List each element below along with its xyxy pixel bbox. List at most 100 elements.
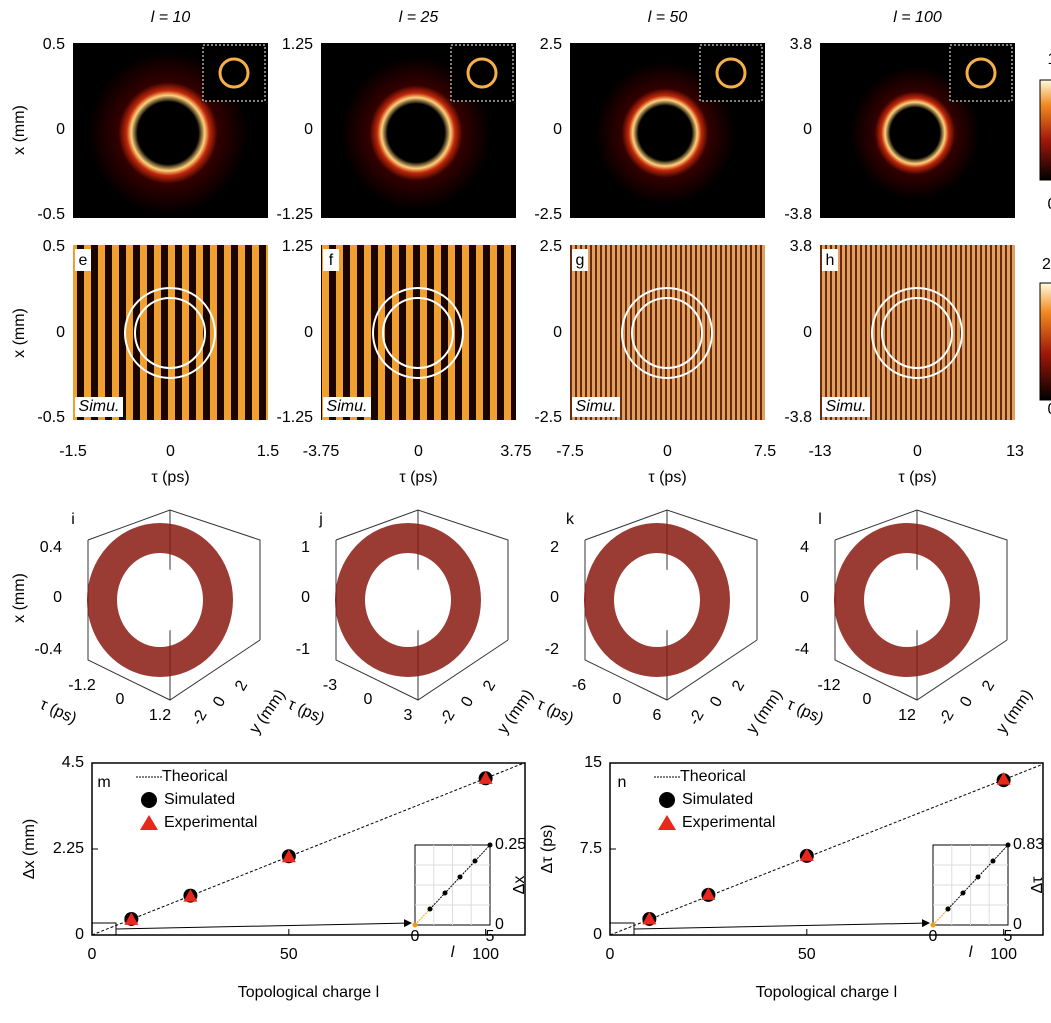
y-tick-label: 3.8: [790, 36, 812, 53]
y-tick-label: -3.8: [784, 409, 812, 426]
x-axis-label: x (mm): [11, 573, 28, 623]
tau-tick-label: -3: [323, 677, 337, 694]
panel-label: f: [329, 252, 334, 269]
tau-axis-label: τ (ps): [37, 696, 79, 728]
inset-frame: [203, 45, 265, 101]
legend-swatch: [140, 815, 158, 830]
y-tick-label: 0: [593, 926, 602, 943]
x-tick-label: 0: [550, 589, 559, 606]
tau-tick-label: 3: [404, 707, 413, 724]
legend-swatch: [659, 792, 675, 808]
panel-label: a: [81, 52, 90, 69]
column-header: l = 100: [893, 9, 942, 26]
x-tick-label: 2: [550, 539, 559, 556]
x-axis-label: τ (ps): [399, 469, 437, 486]
panel-label: c: [578, 52, 586, 69]
inset-point: [946, 907, 951, 912]
x-tick-label: 100: [472, 946, 499, 963]
y-tick-label: 1.25: [282, 36, 313, 53]
x-tick-label: 0: [88, 946, 97, 963]
tau-tick-label: -1.2: [68, 677, 96, 694]
inset-frame: [700, 45, 762, 101]
inset-point: [488, 843, 493, 848]
x-tick-label: 50: [798, 946, 816, 963]
y-axis-label: y (mm): [994, 687, 1036, 738]
panel-label: b: [329, 52, 338, 69]
tau-tick-label: -6: [572, 677, 586, 694]
tau-tick-label: 0: [863, 691, 872, 708]
panel-tag: Exp.: [828, 194, 860, 211]
inset-frame: [451, 45, 513, 101]
figure: l = 10l = 25l = 50l = 100aExp.0.50-0.5bE…: [0, 0, 1051, 1023]
panel-label: n: [618, 774, 627, 791]
y-tick-label: 0: [56, 324, 65, 341]
x-tick-label: 0: [800, 589, 809, 606]
colorbar: [1040, 80, 1051, 180]
panel-label: h: [826, 252, 835, 269]
x-tick-label: 50: [280, 946, 298, 963]
inset-x-label: l: [451, 944, 455, 961]
y-tick-label: 2: [729, 678, 748, 694]
inset-y-tick: 0.83: [1013, 836, 1044, 853]
inset-point: [458, 875, 463, 880]
x-tick-label: -3.75: [303, 443, 340, 460]
y-axis-label: x (mm): [11, 308, 28, 358]
inset-point: [428, 907, 433, 912]
y-tick-label: -2: [437, 707, 459, 728]
inset-point: [976, 875, 981, 880]
y-tick-label: 0: [304, 121, 313, 138]
y-tick-label: 2: [232, 678, 251, 694]
x-tick-label: 3.75: [500, 443, 531, 460]
inset-point: [413, 923, 418, 928]
inset-point: [1006, 843, 1011, 848]
panel-tag: Simu.: [327, 398, 368, 415]
arrow: [116, 923, 411, 929]
colorbar-label: 2π: [1042, 256, 1051, 273]
inset-x-tick: 0: [929, 928, 938, 945]
colorbar: [1040, 283, 1051, 400]
legend-label: Theorical: [680, 768, 746, 785]
x-axis-label: τ (ps): [151, 469, 189, 486]
inset-frame: [950, 45, 1012, 101]
y-tick-label: -2: [936, 707, 958, 728]
y-tick-label: 0: [304, 324, 313, 341]
x-tick-label: -1: [296, 641, 310, 658]
y-tick-label: -2.5: [534, 409, 562, 426]
y-tick-label: 2: [979, 678, 998, 694]
phase-image: [73, 245, 268, 420]
panel-label: l: [818, 511, 822, 528]
phase-image: [570, 245, 765, 420]
tau-tick-label: 0: [613, 691, 622, 708]
x-tick-label: -1.5: [59, 443, 87, 460]
legend-swatch: [658, 815, 676, 830]
y-tick-label: 4.5: [62, 754, 84, 771]
panel-label: e: [79, 252, 88, 269]
x-tick-label: 1.5: [257, 443, 279, 460]
panel-tag: Simu.: [576, 398, 617, 415]
x-axis-label: τ (ps): [898, 469, 936, 486]
panel-label: j: [318, 511, 323, 528]
inset-y-tick: 0: [1013, 916, 1022, 933]
y-tick-label: 0: [707, 694, 726, 710]
x-axis-label: Topological charge l: [238, 984, 379, 1001]
origin-box: [610, 923, 634, 935]
y-tick-label: -2.5: [534, 206, 562, 223]
arrow: [634, 923, 929, 929]
x-tick-label: 4: [800, 539, 809, 556]
y-tick-label: -2: [189, 707, 211, 728]
x-tick-label: 0: [913, 443, 922, 460]
y-axis-label: y (mm): [744, 687, 786, 738]
x-tick-label: 0: [414, 443, 423, 460]
y-tick-label: 0: [458, 694, 477, 710]
inset-point: [473, 859, 478, 864]
legend-label: Experimental: [682, 814, 775, 831]
y-tick-label: 1.25: [282, 238, 313, 255]
y-tick-label: -3.8: [784, 206, 812, 223]
tau-axis-label: τ (ps): [285, 696, 327, 728]
inset-y-label: Δτ: [1029, 876, 1046, 894]
inset-point: [961, 891, 966, 896]
panel-label: g: [576, 252, 585, 269]
y-tick-label: 0: [957, 694, 976, 710]
legend-label: Simulated: [682, 791, 753, 808]
y-tick-label: 0: [803, 121, 812, 138]
